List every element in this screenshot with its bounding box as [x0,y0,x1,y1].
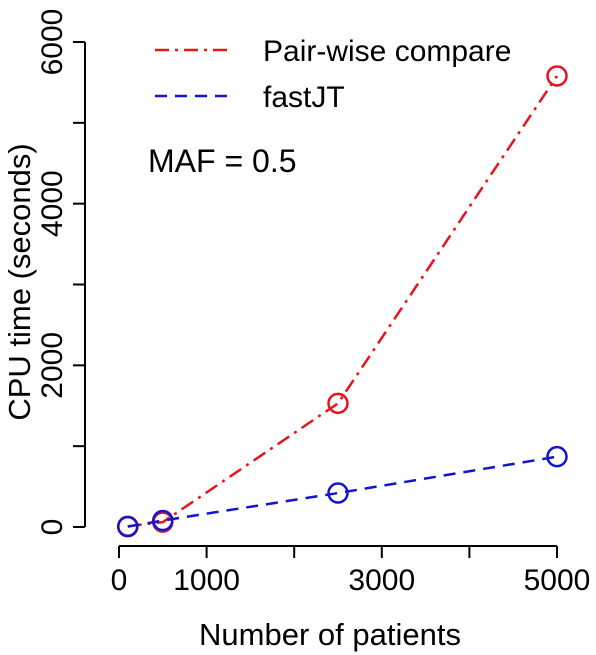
legend: Pair-wise compare fastJT [155,35,511,114]
x-tick-label: 1000 [173,564,240,597]
series-1-point [117,515,139,538]
axes: 0 1000 3000 5000 0 2000 4000 6000 [36,9,590,597]
y-axis-title: CPU time (seconds) [2,143,37,420]
y-tick-label: 6000 [36,9,69,76]
plot-series [117,65,568,538]
y-tick-label: 0 [36,519,69,536]
y-ticks: 0 2000 4000 6000 [36,9,85,536]
x-tick-label: 0 [111,564,128,597]
x-ticks: 0 1000 3000 5000 [111,546,591,597]
x-tick-label: 5000 [524,564,591,597]
series-0-point [546,65,568,87]
legend-label-1: fastJT [263,81,345,114]
series-1-point [327,482,349,504]
series-line-0 [127,75,559,528]
series-line-1 [127,455,558,528]
y-tick-label: 2000 [36,332,69,399]
series-1-point [546,445,568,468]
legend-label-0: Pair-wise compare [263,35,511,68]
series-0-point [327,392,349,415]
x-tick-label: 3000 [348,564,415,597]
x-axis-title: Number of patients [199,617,461,652]
annotation-maf: MAF = 0.5 [148,143,297,179]
series-1-point [152,509,174,532]
y-tick-label: 4000 [36,170,69,237]
